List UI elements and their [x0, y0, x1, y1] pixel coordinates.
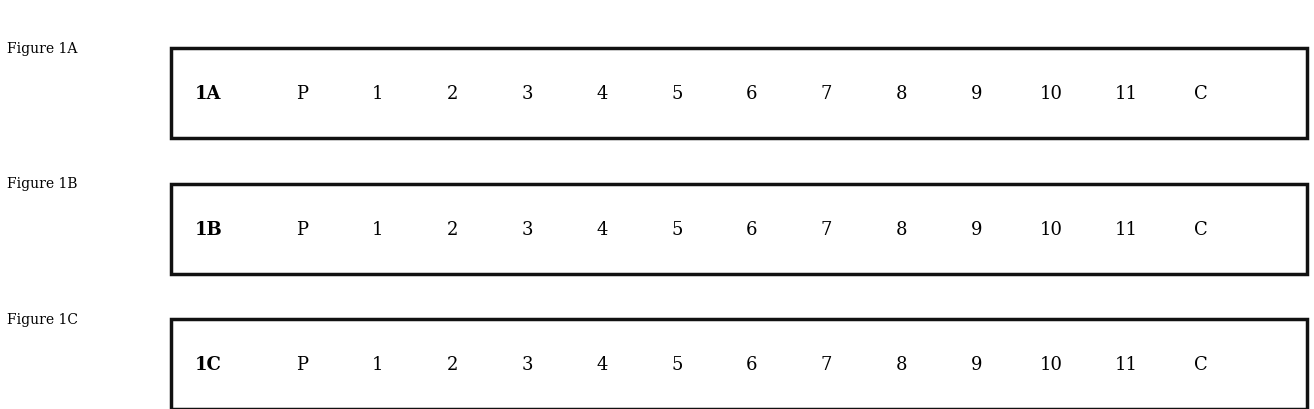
Text: 4: 4 — [597, 220, 607, 238]
Text: 6: 6 — [746, 355, 757, 373]
Text: 10: 10 — [1039, 355, 1063, 373]
Text: 7: 7 — [821, 85, 832, 103]
Text: 8: 8 — [896, 355, 907, 373]
Text: 1A: 1A — [194, 85, 221, 103]
Text: 10: 10 — [1039, 220, 1063, 238]
Text: 1: 1 — [372, 85, 382, 103]
Text: P: P — [296, 220, 309, 238]
Text: 9: 9 — [971, 85, 982, 103]
Bar — [171, 184, 1307, 274]
Text: C: C — [1194, 355, 1208, 373]
Text: 6: 6 — [746, 85, 757, 103]
Text: 1: 1 — [372, 220, 382, 238]
Text: 7: 7 — [821, 355, 832, 373]
Text: 11: 11 — [1114, 85, 1138, 103]
Bar — [171, 49, 1307, 139]
Text: 1: 1 — [372, 355, 382, 373]
Text: 2: 2 — [447, 220, 457, 238]
Bar — [171, 319, 1307, 409]
Text: 10: 10 — [1039, 85, 1063, 103]
Text: 4: 4 — [597, 355, 607, 373]
Text: Figure 1B: Figure 1B — [7, 177, 78, 191]
Text: 2: 2 — [447, 355, 457, 373]
Text: 5: 5 — [671, 85, 682, 103]
Text: 9: 9 — [971, 220, 982, 238]
Text: 5: 5 — [671, 220, 682, 238]
Text: 3: 3 — [522, 220, 532, 238]
Text: 5: 5 — [671, 355, 682, 373]
Text: Figure 1A: Figure 1A — [7, 42, 78, 56]
Text: 2: 2 — [447, 85, 457, 103]
Text: Figure 1C: Figure 1C — [7, 312, 78, 326]
Text: 3: 3 — [522, 355, 532, 373]
Text: 11: 11 — [1114, 355, 1138, 373]
Text: P: P — [296, 355, 309, 373]
Text: 1B: 1B — [194, 220, 222, 238]
Text: 6: 6 — [746, 220, 757, 238]
Text: C: C — [1194, 85, 1208, 103]
Text: 1C: 1C — [194, 355, 221, 373]
Text: C: C — [1194, 220, 1208, 238]
Text: 7: 7 — [821, 220, 832, 238]
Text: 8: 8 — [896, 220, 907, 238]
Text: 3: 3 — [522, 85, 532, 103]
Text: 11: 11 — [1114, 220, 1138, 238]
Text: 8: 8 — [896, 85, 907, 103]
Text: P: P — [296, 85, 309, 103]
Text: 9: 9 — [971, 355, 982, 373]
Text: 4: 4 — [597, 85, 607, 103]
